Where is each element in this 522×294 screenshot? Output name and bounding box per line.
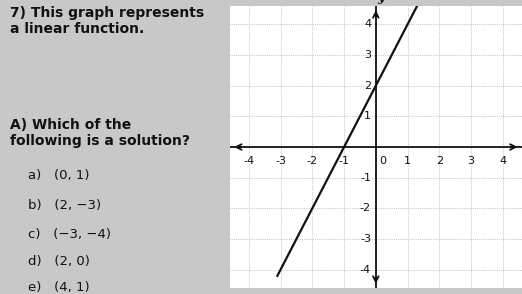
Text: 2: 2 bbox=[364, 81, 371, 91]
Text: c)   (−3, −4): c) (−3, −4) bbox=[28, 228, 111, 241]
Text: e)   (4, 1): e) (4, 1) bbox=[28, 281, 90, 294]
Text: 7) This graph represents
a linear function.: 7) This graph represents a linear functi… bbox=[10, 6, 204, 36]
Text: 1: 1 bbox=[364, 111, 371, 121]
Text: -1: -1 bbox=[360, 173, 371, 183]
Text: -2: -2 bbox=[360, 203, 371, 213]
Text: -3: -3 bbox=[360, 234, 371, 244]
Text: b)   (2, −3): b) (2, −3) bbox=[28, 199, 101, 212]
Text: -2: -2 bbox=[307, 156, 318, 166]
Text: 2: 2 bbox=[436, 156, 443, 166]
Text: -4: -4 bbox=[243, 156, 254, 166]
Text: a)   (0, 1): a) (0, 1) bbox=[28, 169, 90, 182]
Text: d)   (2, 0): d) (2, 0) bbox=[28, 255, 90, 268]
Text: 3: 3 bbox=[468, 156, 474, 166]
Text: y: y bbox=[377, 0, 384, 4]
Text: -4: -4 bbox=[360, 265, 371, 275]
Text: 1: 1 bbox=[404, 156, 411, 166]
Text: 3: 3 bbox=[364, 50, 371, 60]
Text: 4: 4 bbox=[500, 156, 506, 166]
Text: -3: -3 bbox=[275, 156, 286, 166]
Text: A) Which of the
following is a solution?: A) Which of the following is a solution? bbox=[10, 118, 190, 148]
Text: 0: 0 bbox=[379, 156, 387, 166]
Text: 4: 4 bbox=[364, 19, 371, 29]
Text: -1: -1 bbox=[339, 156, 350, 166]
